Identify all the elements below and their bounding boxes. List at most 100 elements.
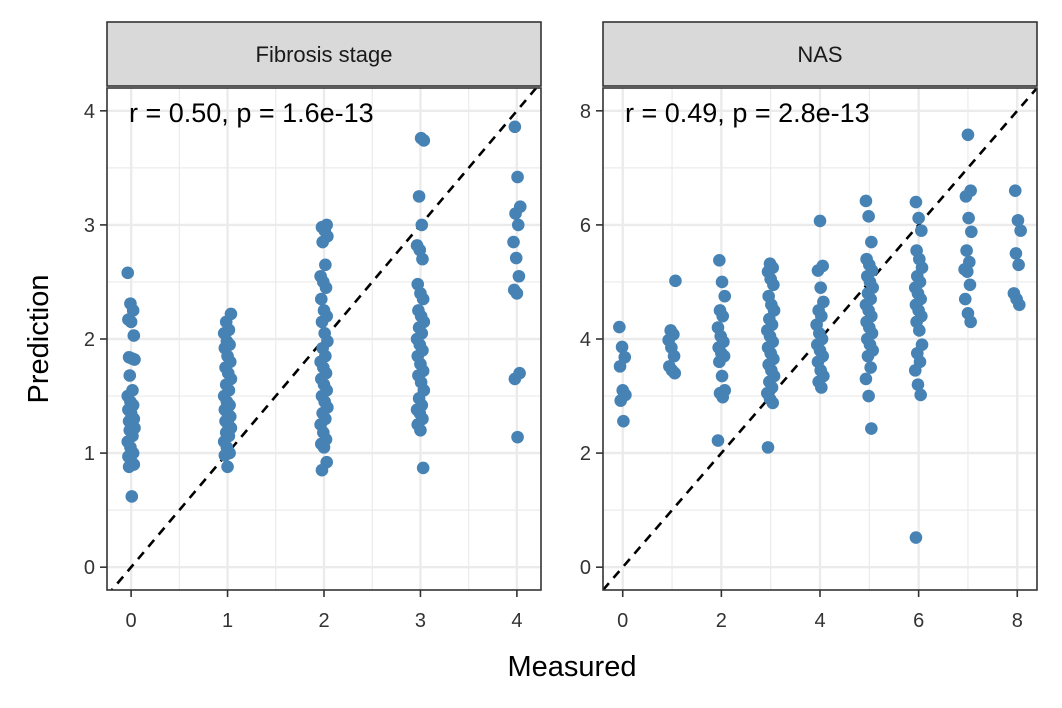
data-point xyxy=(613,320,626,334)
data-point xyxy=(965,225,978,239)
y-tick-label: 4 xyxy=(580,329,591,351)
y-tick-label: 8 xyxy=(580,101,591,123)
x-tick-label: 8 xyxy=(1012,610,1023,632)
data-point xyxy=(508,120,522,134)
x-tick-label: 3 xyxy=(415,610,426,632)
data-point xyxy=(716,390,730,404)
x-tick-label: 2 xyxy=(318,610,329,632)
data-point xyxy=(1009,247,1023,260)
data-point xyxy=(314,292,328,306)
data-point xyxy=(317,441,331,454)
data-point xyxy=(911,378,925,391)
data-point xyxy=(814,281,827,294)
data-point xyxy=(908,364,922,377)
data-point xyxy=(319,281,333,294)
data-point xyxy=(614,394,628,407)
data-point xyxy=(715,369,729,383)
facet-strip-label: NAS xyxy=(797,42,842,67)
data-point xyxy=(509,207,522,220)
y-tick-label: 0 xyxy=(580,557,591,579)
data-point xyxy=(416,292,430,306)
data-point xyxy=(667,349,681,363)
data-point xyxy=(1008,184,1022,197)
data-point xyxy=(711,434,725,447)
data-point xyxy=(122,460,136,474)
y-tick-label: 0 xyxy=(84,557,95,579)
data-point xyxy=(124,315,138,329)
data-point xyxy=(716,309,730,323)
data-point xyxy=(414,423,427,437)
data-point xyxy=(613,360,627,373)
data-point xyxy=(669,274,682,288)
data-point xyxy=(963,278,977,292)
data-point xyxy=(960,265,974,278)
data-point xyxy=(815,381,828,394)
y-axis-title: Prediction xyxy=(23,275,55,404)
data-point xyxy=(766,396,780,410)
data-point xyxy=(718,289,732,303)
data-point xyxy=(511,170,524,184)
data-point xyxy=(218,449,232,462)
data-point xyxy=(507,235,520,249)
y-tick-label: 6 xyxy=(580,215,591,237)
x-tick-label: 4 xyxy=(511,610,522,632)
data-point xyxy=(859,194,873,208)
data-point xyxy=(958,292,972,306)
data-point xyxy=(912,211,925,225)
x-tick-label: 0 xyxy=(126,610,137,632)
data-point xyxy=(914,388,927,402)
data-point xyxy=(221,460,234,474)
x-axis-title: Measured xyxy=(508,651,637,683)
data-point xyxy=(412,190,426,203)
facet-panel-2: NAS r = 0.49, p = 2.8e-13 0 2 4 6 8 0 2 4 6 8 xyxy=(580,21,1038,632)
data-point xyxy=(511,218,525,232)
data-point xyxy=(511,430,524,444)
y-tick-label: 3 xyxy=(84,215,95,237)
data-point xyxy=(761,441,775,454)
correlation-annotation: r = 0.49, p = 2.8e-13 xyxy=(625,98,870,128)
data-point xyxy=(960,244,973,257)
data-point xyxy=(713,253,726,267)
data-point xyxy=(811,264,825,277)
data-point xyxy=(508,372,522,386)
data-point xyxy=(813,214,827,228)
x-tick-label: 1 xyxy=(222,610,233,632)
correlation-annotation: r = 0.50, p = 1.6e-13 xyxy=(129,98,374,128)
data-point xyxy=(315,463,329,477)
data-point xyxy=(1012,258,1025,272)
data-point xyxy=(961,128,975,142)
data-point xyxy=(864,361,877,374)
data-point xyxy=(1012,298,1026,312)
data-point xyxy=(1014,224,1027,237)
data-point xyxy=(315,315,329,329)
data-point xyxy=(715,275,729,289)
data-point xyxy=(909,195,923,209)
x-tick-label: 6 xyxy=(913,610,924,632)
data-point xyxy=(1011,214,1025,227)
data-point xyxy=(316,235,329,249)
data-point xyxy=(615,340,629,354)
facet-strip xyxy=(602,21,1038,87)
data-point xyxy=(416,461,430,475)
facet-strip xyxy=(106,21,542,87)
data-point xyxy=(767,278,780,292)
data-point xyxy=(417,134,431,147)
data-point xyxy=(510,287,524,300)
data-point xyxy=(865,422,878,435)
data-point xyxy=(859,372,873,386)
y-tick-label: 2 xyxy=(84,329,95,351)
data-point xyxy=(416,252,429,266)
facet-panel-1: Fibrosis stage r = 0.50, p = 1.6e-13 0 1 2 3 4… xyxy=(84,21,542,632)
data-point xyxy=(913,324,926,337)
x-tick-label: 2 xyxy=(716,610,727,632)
data-point xyxy=(713,355,726,369)
data-point xyxy=(964,315,977,329)
data-point xyxy=(128,353,141,366)
data-point xyxy=(909,531,923,544)
data-point xyxy=(512,269,526,283)
facet-panels: Fibrosis stage r = 0.50, p = 1.6e-13 0 1 2 3 4… xyxy=(84,21,1038,632)
data-point xyxy=(617,414,630,428)
y-tick-label: 2 xyxy=(580,443,591,465)
data-point xyxy=(125,490,139,503)
